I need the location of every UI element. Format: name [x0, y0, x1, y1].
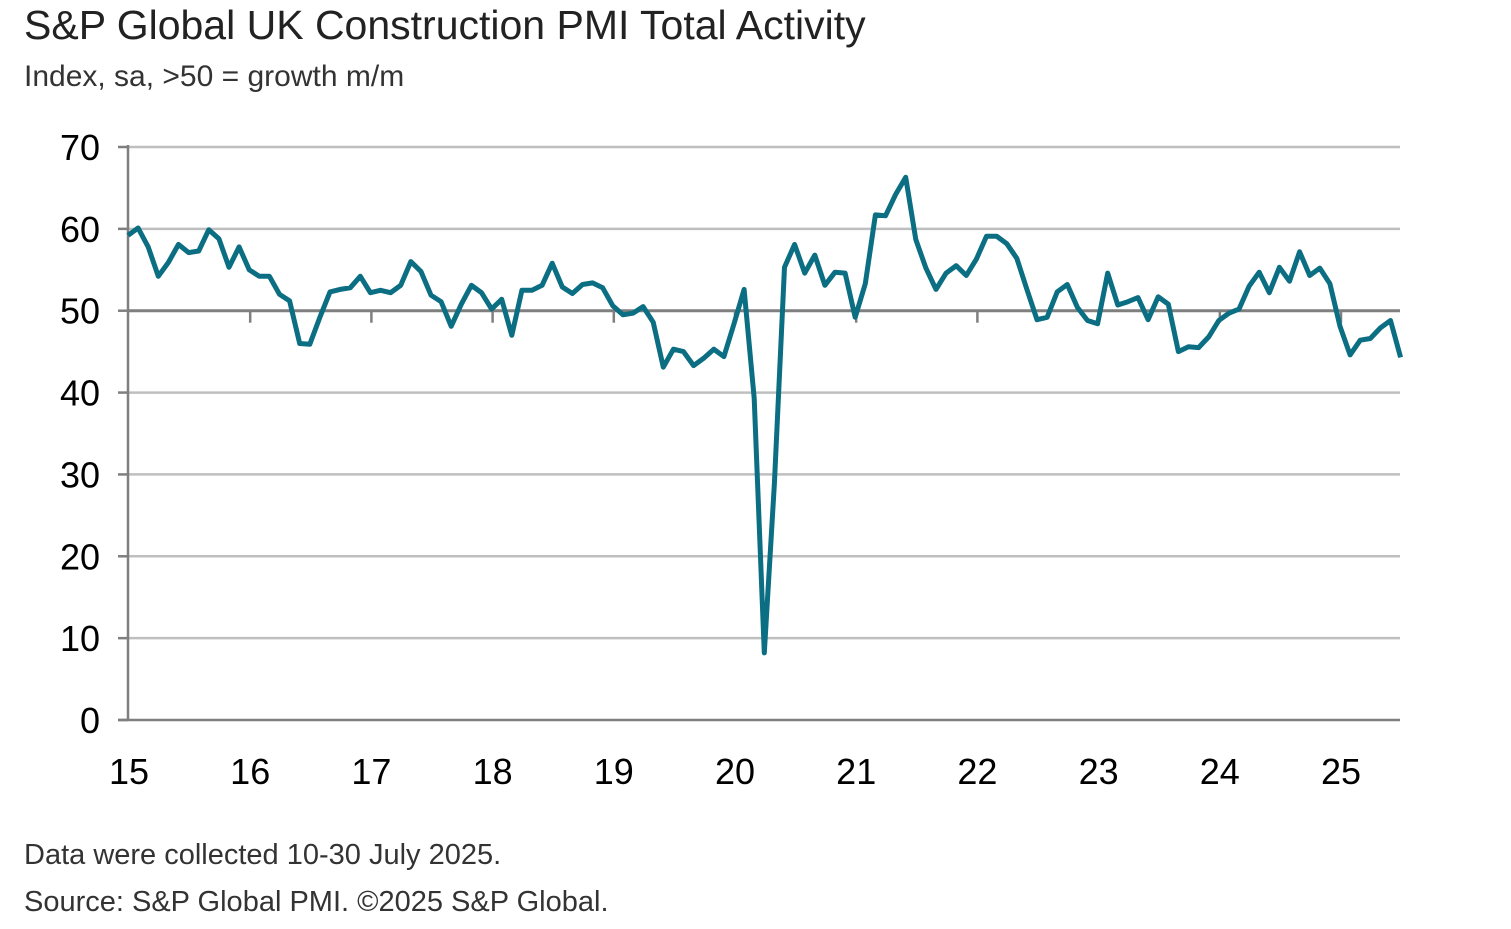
- y-tick-label-60: 60: [60, 209, 100, 250]
- y-tick-label-50: 50: [60, 291, 100, 332]
- x-tick-label-16: 16: [230, 751, 270, 792]
- x-tick-label-20: 20: [715, 751, 755, 792]
- x-tick-label-23: 23: [1079, 751, 1119, 792]
- y-tick-label-20: 20: [60, 536, 100, 577]
- series-layer: [126, 174, 1404, 656]
- y-tick-labels: 0 10 20 30 40 50 60 70: [60, 127, 100, 741]
- y-tick-label-0: 0: [80, 700, 100, 741]
- y-tick-label-70: 70: [60, 127, 100, 168]
- x-tick-label-25: 25: [1321, 751, 1361, 792]
- x-tick-labels: 15 16 17 18 19 20 21 22 23 24 25: [109, 751, 1361, 792]
- grid-lines: [128, 145, 1400, 640]
- x-tick-label-17: 17: [351, 751, 391, 792]
- x-tick-label-18: 18: [473, 751, 513, 792]
- x-tick-label-21: 21: [836, 751, 876, 792]
- x-tick-label-15: 15: [109, 751, 149, 792]
- y-tick-label-10: 10: [60, 618, 100, 659]
- chart-title: S&P Global UK Construction PMI Total Act…: [24, 2, 866, 48]
- x-tick-label-22: 22: [957, 751, 997, 792]
- y-tick-label-30: 30: [60, 454, 100, 495]
- x-tick-label-24: 24: [1200, 751, 1240, 792]
- source-note: Source: S&P Global PMI. ©2025 S&P Global…: [24, 886, 609, 918]
- axes: [118, 145, 1400, 722]
- chart-subtitle: Index, sa, >50 = growth m/m: [24, 60, 405, 93]
- series-line-0: [126, 174, 1404, 656]
- data-collection-note: Data were collected 10-30 July 2025.: [24, 839, 502, 871]
- y-tick-label-40: 40: [60, 373, 100, 414]
- x-tick-label-19: 19: [594, 751, 634, 792]
